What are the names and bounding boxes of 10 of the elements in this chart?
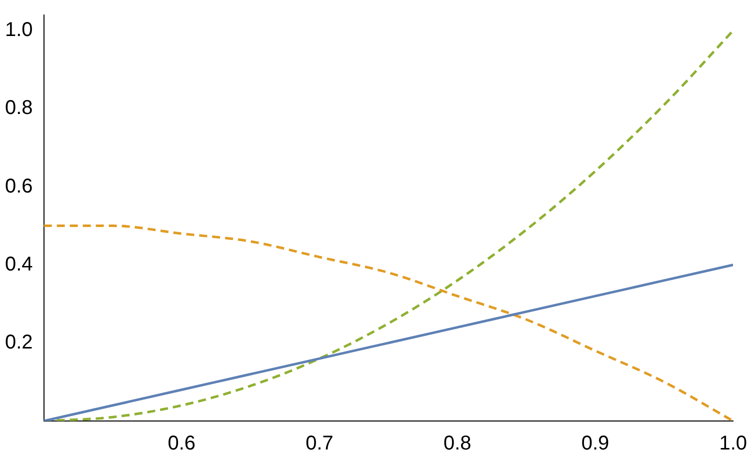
x-tick-label: 0.7 xyxy=(306,432,334,455)
x-tick-label: 0.6 xyxy=(168,432,196,455)
x-tick-label: 0.8 xyxy=(443,432,472,455)
y-tick-label: 1.0 xyxy=(4,19,33,42)
x-tick-label: 1.0 xyxy=(719,432,748,455)
y-tick-label: 0.4 xyxy=(4,253,33,276)
y-tick-label: 0.8 xyxy=(4,97,33,120)
x-tick-label: 0.9 xyxy=(581,432,610,455)
y-tick-label: 0.2 xyxy=(4,331,33,354)
y-tick-label: 0.6 xyxy=(4,175,33,198)
